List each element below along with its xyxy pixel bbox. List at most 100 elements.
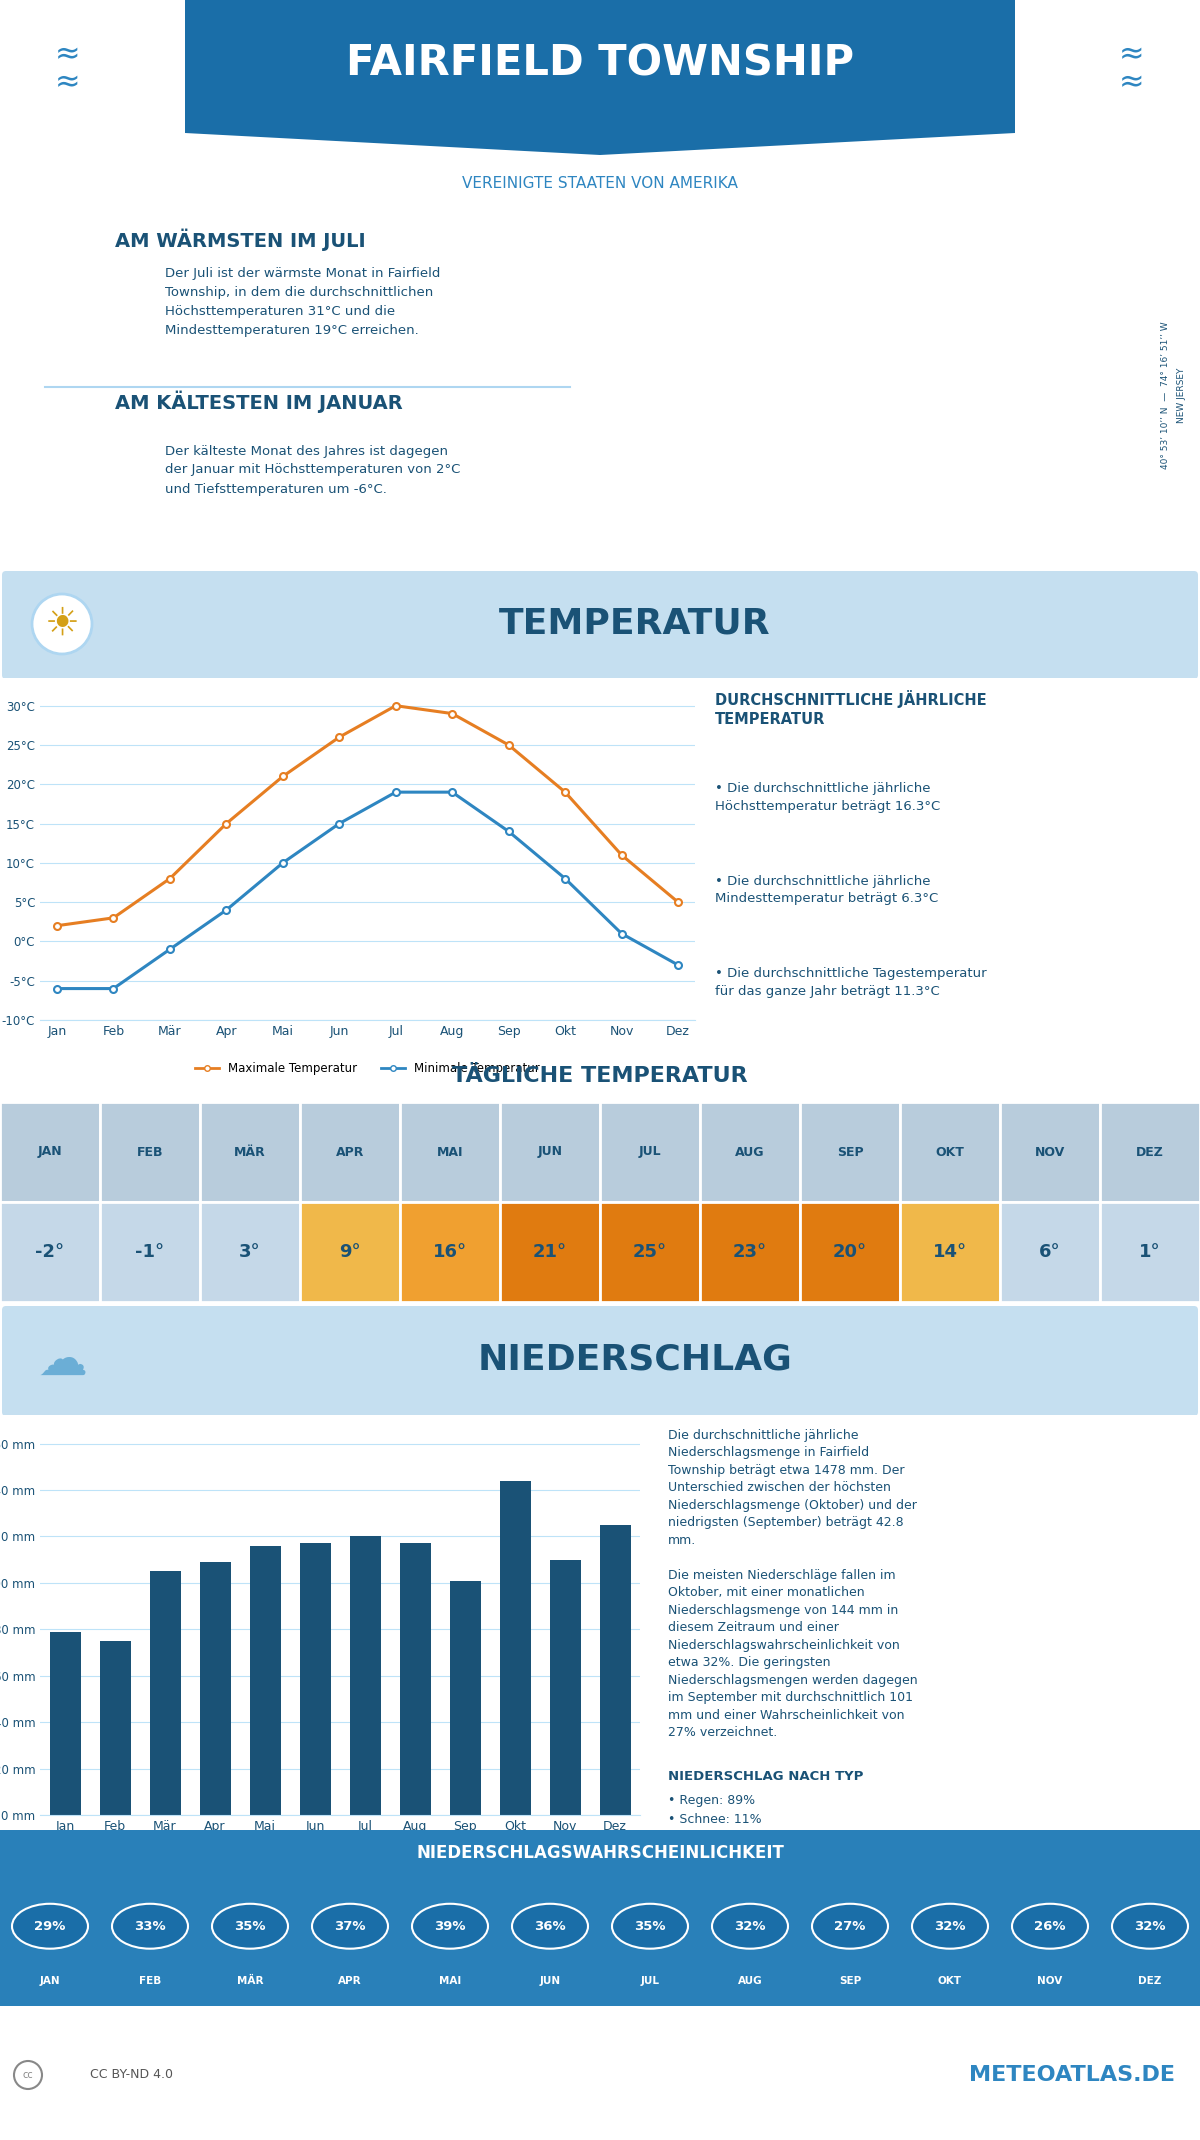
Text: OKT: OKT bbox=[936, 1145, 965, 1158]
Bar bbox=[300, 1543, 330, 1815]
Text: AUG: AUG bbox=[736, 1145, 764, 1158]
Text: ☁: ☁ bbox=[37, 1338, 88, 1385]
Text: MÄR: MÄR bbox=[234, 1145, 266, 1158]
Bar bbox=[100, 1203, 200, 1301]
Text: AUG: AUG bbox=[738, 1975, 762, 1986]
Text: NOV: NOV bbox=[1037, 1975, 1063, 1986]
Text: 37%: 37% bbox=[335, 1920, 366, 1932]
Text: Der Juli ist der wärmste Monat in Fairfield
Township, in dem die durchschnittlic: Der Juli ist der wärmste Monat in Fairfi… bbox=[166, 268, 440, 336]
Text: APR: APR bbox=[336, 1145, 364, 1158]
Circle shape bbox=[212, 1905, 288, 1950]
Text: APR: APR bbox=[338, 1975, 362, 1986]
Circle shape bbox=[612, 1905, 688, 1950]
Circle shape bbox=[1012, 1905, 1088, 1950]
Bar bbox=[150, 1571, 180, 1815]
Text: 35%: 35% bbox=[635, 1920, 666, 1932]
Bar bbox=[300, 1203, 400, 1301]
Text: MAI: MAI bbox=[439, 1975, 461, 1986]
Circle shape bbox=[112, 1905, 188, 1950]
Bar bbox=[100, 1641, 131, 1815]
FancyBboxPatch shape bbox=[2, 571, 1198, 678]
Text: 39%: 39% bbox=[434, 1920, 466, 1932]
Text: AM KÄLTESTEN IM JANUAR: AM KÄLTESTEN IM JANUAR bbox=[115, 392, 403, 413]
Text: JAN: JAN bbox=[40, 1975, 60, 1986]
Text: 36%: 36% bbox=[534, 1920, 566, 1932]
Circle shape bbox=[912, 1905, 988, 1950]
Legend: Niederschlagssumme: Niederschlagssumme bbox=[256, 1830, 425, 1851]
Text: 32%: 32% bbox=[734, 1920, 766, 1932]
Text: DURCHSCHNITTLICHE JÄHRLICHE
TEMPERATUR: DURCHSCHNITTLICHE JÄHRLICHE TEMPERATUR bbox=[715, 689, 986, 728]
Text: VEREINIGTE STAATEN VON AMERIKA: VEREINIGTE STAATEN VON AMERIKA bbox=[462, 175, 738, 190]
Text: FEB: FEB bbox=[137, 1145, 163, 1158]
Text: ☀: ☀ bbox=[44, 606, 79, 642]
Text: 27%: 27% bbox=[834, 1920, 865, 1932]
Text: 16°: 16° bbox=[433, 1243, 467, 1260]
Bar bbox=[1000, 1102, 1100, 1203]
Circle shape bbox=[812, 1905, 888, 1950]
Text: 33%: 33% bbox=[134, 1920, 166, 1932]
Text: DEZ: DEZ bbox=[1139, 1975, 1162, 1986]
Text: • Die durchschnittliche jährliche
Mindesttemperatur beträgt 6.3°C: • Die durchschnittliche jährliche Mindes… bbox=[715, 875, 938, 905]
Text: JUN: JUN bbox=[538, 1145, 563, 1158]
Text: CC BY-ND 4.0: CC BY-ND 4.0 bbox=[90, 2069, 173, 2082]
Bar bbox=[900, 1203, 1000, 1301]
Text: MÄR: MÄR bbox=[236, 1975, 263, 1986]
Text: ≈: ≈ bbox=[1120, 41, 1145, 68]
Text: 6°: 6° bbox=[1039, 1243, 1061, 1260]
Text: • Die durchschnittliche Tagestemperatur
für das ganze Jahr beträgt 11.3°C: • Die durchschnittliche Tagestemperatur … bbox=[715, 967, 986, 997]
Bar bbox=[199, 1562, 230, 1815]
Text: Die durchschnittliche jährliche
Niederschlagsmenge in Fairfield
Township beträgt: Die durchschnittliche jährliche Niedersc… bbox=[668, 1430, 918, 1740]
Text: 21°: 21° bbox=[533, 1243, 568, 1260]
Polygon shape bbox=[185, 0, 1015, 154]
Bar bbox=[0, 1102, 100, 1203]
Text: JUL: JUL bbox=[638, 1145, 661, 1158]
Legend: Maximale Temperatur, Minimale Temperatur: Maximale Temperatur, Minimale Temperatur bbox=[191, 1057, 545, 1081]
Text: Der kälteste Monat des Jahres ist dagegen
der Januar mit Höchsttemperaturen von : Der kälteste Monat des Jahres ist dagege… bbox=[166, 445, 461, 496]
Text: JAN: JAN bbox=[37, 1145, 62, 1158]
Text: 23°: 23° bbox=[733, 1243, 767, 1260]
Text: 35%: 35% bbox=[234, 1920, 265, 1932]
Text: DEZ: DEZ bbox=[1136, 1145, 1164, 1158]
Bar bbox=[1100, 1102, 1200, 1203]
Text: -1°: -1° bbox=[136, 1243, 164, 1260]
Bar bbox=[1000, 1203, 1100, 1301]
Text: 9°: 9° bbox=[340, 1243, 361, 1260]
Circle shape bbox=[412, 1905, 488, 1950]
Text: ≈: ≈ bbox=[1120, 68, 1145, 98]
Circle shape bbox=[712, 1905, 788, 1950]
Text: 40° 53’ 10’’ N  —  74° 16’ 51’’ W
NEW JERSEY: 40° 53’ 10’’ N — 74° 16’ 51’’ W NEW JERS… bbox=[1160, 321, 1186, 469]
Bar bbox=[400, 1543, 431, 1815]
Text: NIEDERSCHLAGSWAHRSCHEINLICHKEIT: NIEDERSCHLAGSWAHRSCHEINLICHKEIT bbox=[416, 1845, 784, 1862]
Text: 20°: 20° bbox=[833, 1243, 868, 1260]
Bar bbox=[800, 1102, 900, 1203]
Text: SEP: SEP bbox=[839, 1975, 862, 1986]
Text: FAIRFIELD TOWNSHIP: FAIRFIELD TOWNSHIP bbox=[346, 43, 854, 83]
Circle shape bbox=[512, 1905, 588, 1950]
Bar bbox=[600, 1102, 700, 1203]
Bar bbox=[1100, 1203, 1200, 1301]
Text: SEP: SEP bbox=[836, 1145, 863, 1158]
Bar bbox=[400, 1203, 500, 1301]
Bar bbox=[500, 1102, 600, 1203]
Bar bbox=[100, 1102, 200, 1203]
Text: JUL: JUL bbox=[641, 1975, 660, 1986]
Text: 26%: 26% bbox=[1034, 1920, 1066, 1932]
Bar bbox=[499, 1481, 530, 1815]
Text: cc: cc bbox=[23, 2069, 34, 2080]
Text: • Regen: 89%: • Regen: 89% bbox=[668, 1793, 756, 1806]
Text: MAI: MAI bbox=[437, 1145, 463, 1158]
Text: ≈: ≈ bbox=[55, 41, 80, 68]
Text: 3°: 3° bbox=[239, 1243, 260, 1260]
Text: 32%: 32% bbox=[1134, 1920, 1165, 1932]
Bar bbox=[700, 1203, 800, 1301]
Text: 32%: 32% bbox=[935, 1920, 966, 1932]
Circle shape bbox=[1112, 1905, 1188, 1950]
Text: NOV: NOV bbox=[1034, 1145, 1066, 1158]
Text: NIEDERSCHLAG: NIEDERSCHLAG bbox=[478, 1344, 792, 1376]
Text: OKT: OKT bbox=[938, 1975, 962, 1986]
Bar bbox=[200, 1203, 300, 1301]
Text: • Schnee: 11%: • Schnee: 11% bbox=[668, 1813, 762, 1825]
Bar bbox=[600, 1203, 700, 1301]
Text: TÄGLICHE TEMPERATUR: TÄGLICHE TEMPERATUR bbox=[452, 1066, 748, 1085]
Bar bbox=[49, 1631, 80, 1815]
